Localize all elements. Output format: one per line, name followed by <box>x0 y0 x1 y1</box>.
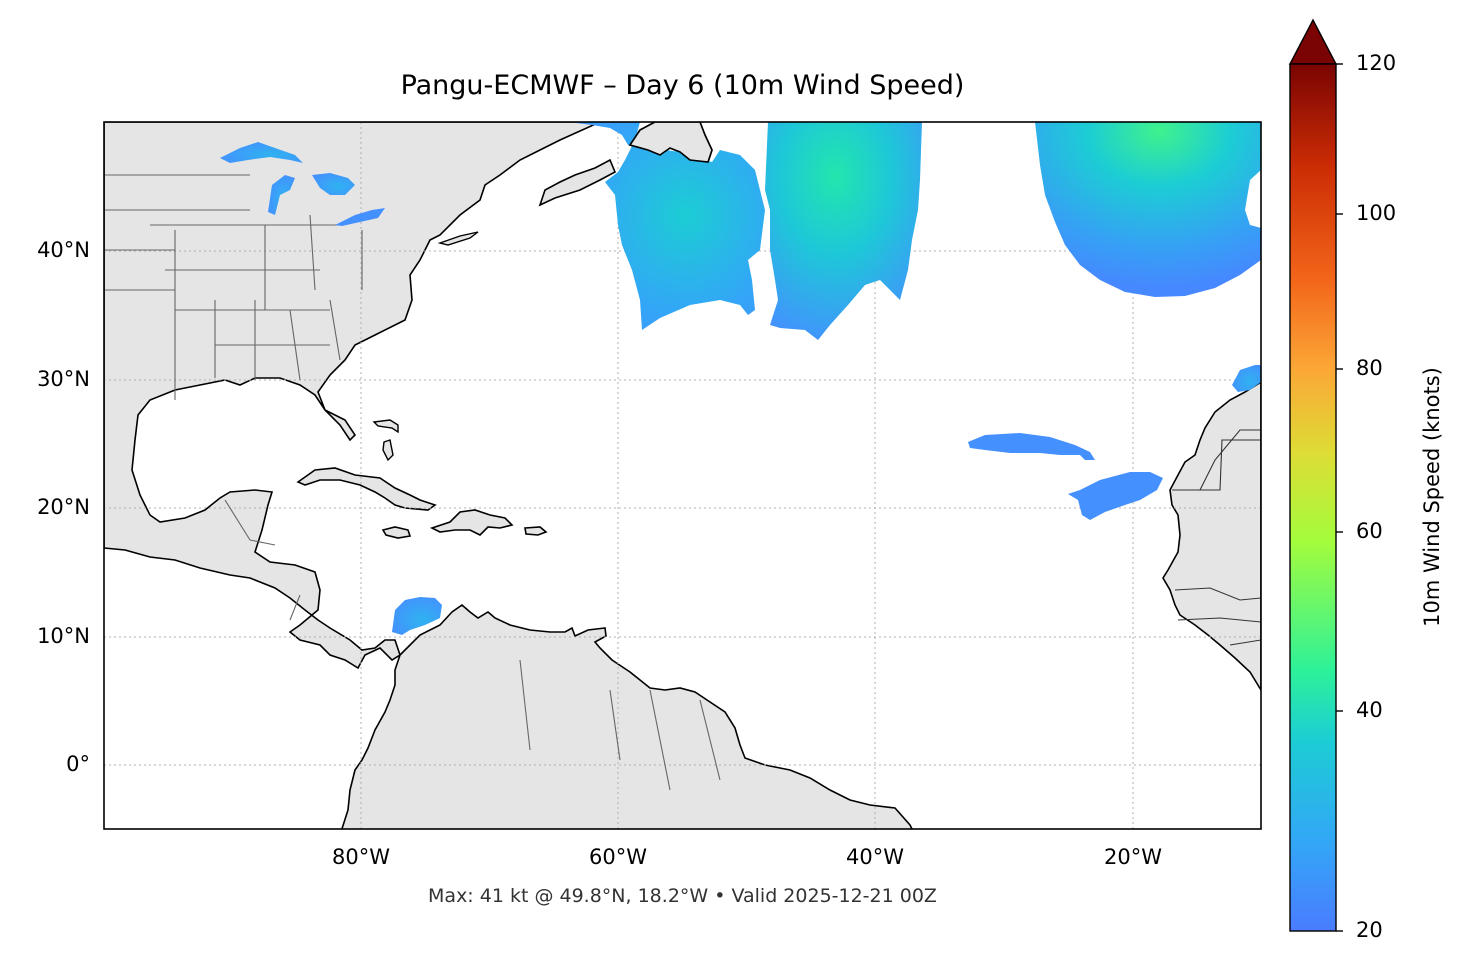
africa-borders <box>1172 429 1261 646</box>
wind-nw-atlantic <box>568 122 765 330</box>
colorbar-tick-60: 60 <box>1356 519 1383 543</box>
wind-field <box>220 122 1261 635</box>
wind-subtropical-band <box>968 433 1095 460</box>
land-africa <box>1162 381 1261 692</box>
colorbar-gradient <box>1289 63 1337 932</box>
lat-label-30n: 30°N <box>37 367 90 391</box>
lon-label-60w: 60°W <box>589 845 647 869</box>
land-bahamas-2 <box>382 439 394 462</box>
lat-label-20n: 20°N <box>37 495 90 519</box>
land-cuba <box>296 467 437 511</box>
land-nova-scotia <box>538 158 617 207</box>
lon-label-20w: 20°W <box>1104 845 1162 869</box>
colorbar-label: 10m Wind Speed (knots) <box>1420 367 1444 627</box>
land-jamaica <box>381 526 412 539</box>
wind-off-morocco <box>1232 365 1261 392</box>
land-hispaniola <box>429 509 514 536</box>
colorbar-tick-120: 120 <box>1356 51 1397 75</box>
land-north-america <box>104 122 601 670</box>
colorbar-tick-20: 20 <box>1356 918 1383 942</box>
colorbar-tick-40: 40 <box>1356 698 1383 722</box>
wind-great-lakes-superior <box>220 142 303 163</box>
colorbar-extend-max-arrow <box>1288 18 1338 65</box>
wind-mid-atlantic <box>765 122 922 340</box>
colorbar-tick-80: 80 <box>1356 356 1383 380</box>
wind-great-lakes-erie <box>335 208 385 226</box>
max-wind-caption: Max: 41 kt @ 49.8°N, 18.2°W • Valid 2025… <box>428 885 937 907</box>
lon-label-40w: 40°W <box>846 845 904 869</box>
wind-great-lakes-michigan <box>268 175 295 215</box>
lat-label-40n: 40°N <box>37 238 90 262</box>
wind-caribbean-colombia <box>392 597 442 635</box>
land-puerto-rico <box>524 526 548 536</box>
land-long-island <box>437 231 479 246</box>
wind-great-lakes-huron <box>312 173 355 195</box>
coast-newfoundland <box>628 122 713 163</box>
colorbar-tick-100: 100 <box>1356 201 1397 225</box>
lat-label-10n: 10°N <box>37 624 90 648</box>
lat-label-0: 0° <box>66 752 90 776</box>
wind-cape-verde <box>1068 472 1163 520</box>
map-frame <box>103 121 1262 830</box>
wind-ne-atlantic <box>1035 122 1261 297</box>
colorbar <box>1288 18 1343 932</box>
borders <box>104 174 721 791</box>
land-bahamas-1 <box>372 419 399 434</box>
land-south-america <box>341 603 913 829</box>
plot-title: Pangu-ECMWF – Day 6 (10m Wind Speed) <box>400 70 965 101</box>
lon-label-80w: 80°W <box>332 845 390 869</box>
